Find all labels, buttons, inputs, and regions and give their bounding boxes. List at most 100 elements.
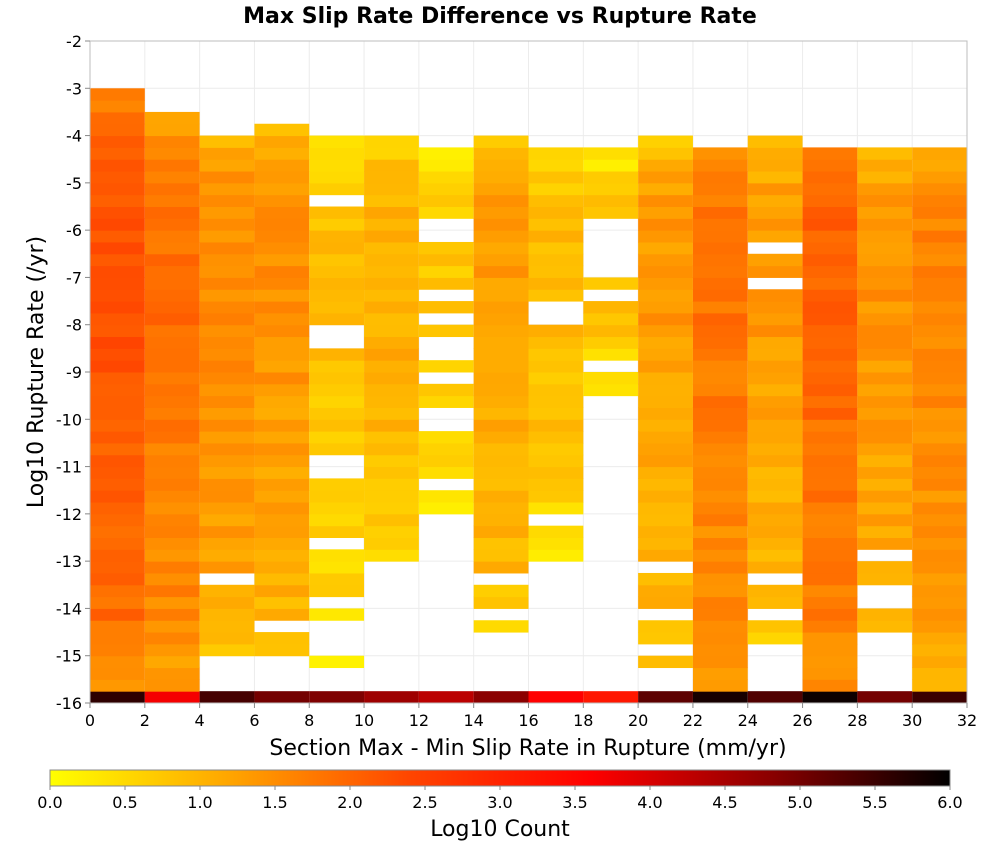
colorbar-tick-label: 5.0 <box>787 793 812 812</box>
heatmap-cell <box>583 301 639 314</box>
heatmap-cell <box>199 360 255 373</box>
heatmap-cell <box>90 442 145 456</box>
heatmap-cell <box>199 159 255 172</box>
heatmap-cell <box>857 419 913 432</box>
heatmap-cell <box>912 561 967 574</box>
heatmap-cell <box>254 159 310 172</box>
heatmap-cell <box>144 561 200 574</box>
heatmap-cell <box>418 490 474 503</box>
heatmap-cell <box>912 667 967 680</box>
heatmap-cell <box>692 431 748 444</box>
heatmap-cell <box>857 513 913 527</box>
heatmap-cell <box>364 513 419 527</box>
heatmap-cell <box>638 289 693 302</box>
heatmap-cell <box>473 171 529 184</box>
heatmap-cell <box>364 159 419 172</box>
heatmap-cell <box>90 241 145 255</box>
heatmap-cell <box>692 348 748 361</box>
heatmap-cell <box>912 241 967 255</box>
heatmap-cell <box>473 596 529 609</box>
heatmap-cell <box>528 442 584 456</box>
heatmap-cell <box>199 312 255 326</box>
heatmap-cell <box>747 171 803 184</box>
heatmap-cell <box>199 218 255 231</box>
heatmap-cell <box>90 100 145 113</box>
heatmap-cell <box>144 360 200 373</box>
heatmap-cell <box>747 348 803 361</box>
heatmap-cell <box>857 502 913 515</box>
heatmap-cell <box>364 395 419 408</box>
heatmap-cell <box>802 265 858 278</box>
heatmap-cell <box>473 620 529 633</box>
heatmap-cell <box>802 360 858 373</box>
heatmap-cell <box>473 561 529 574</box>
heatmap-cell <box>90 407 145 420</box>
heatmap-cell <box>364 383 419 397</box>
heatmap-cell <box>418 383 474 397</box>
heatmap-cell <box>802 182 858 196</box>
heatmap-cell <box>199 206 255 219</box>
heatmap-cell <box>802 194 858 207</box>
heatmap-cell <box>857 561 913 574</box>
heatmap-cell <box>199 620 255 633</box>
heatmap-cell <box>254 466 310 479</box>
heatmap-cell <box>473 537 529 550</box>
heatmap-cell <box>857 360 913 373</box>
heatmap-cell <box>802 667 858 680</box>
heatmap-cell <box>528 171 584 184</box>
heatmap-cell <box>144 620 200 633</box>
heatmap-cell <box>473 431 529 444</box>
heatmap-cell <box>364 525 419 538</box>
heatmap-cell <box>144 194 200 207</box>
heatmap-cell <box>638 194 693 207</box>
heatmap-cell <box>199 265 255 278</box>
heatmap-cell <box>90 596 145 609</box>
heatmap-cell <box>857 431 913 444</box>
heatmap-cell <box>802 596 858 609</box>
x-tick-label: 22 <box>683 711 703 730</box>
heatmap-cell <box>857 253 913 267</box>
heatmap-cell <box>692 549 748 562</box>
heatmap-cell <box>418 431 474 444</box>
heatmap-cell <box>144 691 200 703</box>
heatmap-cell <box>692 442 748 456</box>
heatmap-cell <box>802 513 858 527</box>
heatmap-cell <box>144 123 200 137</box>
heatmap-cell <box>144 419 200 432</box>
heatmap-cell <box>199 241 255 255</box>
heatmap-cell <box>254 336 310 349</box>
heatmap-cell <box>638 182 693 196</box>
heatmap-cell <box>309 490 365 503</box>
x-tick-label: 4 <box>195 711 205 730</box>
heatmap-cell <box>638 632 693 645</box>
heatmap-cell <box>418 265 474 278</box>
heatmap-cell <box>692 324 748 338</box>
heatmap-cell <box>309 253 365 267</box>
heatmap-cell <box>418 253 474 267</box>
heatmap-cell <box>90 584 145 598</box>
heatmap-cell <box>473 490 529 503</box>
heatmap-cell <box>473 312 529 326</box>
y-tick-label: -13 <box>56 552 82 571</box>
heatmap-cell <box>254 324 310 338</box>
heatmap-cell <box>912 572 967 586</box>
heatmap-cell <box>90 643 145 657</box>
heatmap-cell <box>692 632 748 645</box>
heatmap-cell <box>638 383 693 397</box>
heatmap-cell <box>912 442 967 456</box>
colorbar-tick-label: 3.0 <box>487 793 512 812</box>
heatmap-cell <box>857 218 913 231</box>
heatmap-cell <box>692 265 748 278</box>
heatmap-cell <box>90 289 145 302</box>
heatmap-cell <box>802 490 858 503</box>
heatmap-cell <box>747 383 803 397</box>
heatmap-cell <box>473 584 529 598</box>
heatmap-cell <box>364 537 419 550</box>
heatmap-cell <box>747 230 803 243</box>
heatmap-cell <box>802 324 858 338</box>
heatmap-cell <box>473 466 529 479</box>
heatmap-cell <box>638 596 693 609</box>
heatmap-cell <box>364 218 419 231</box>
heatmap-cell <box>418 182 474 196</box>
heatmap-cell <box>747 301 803 314</box>
